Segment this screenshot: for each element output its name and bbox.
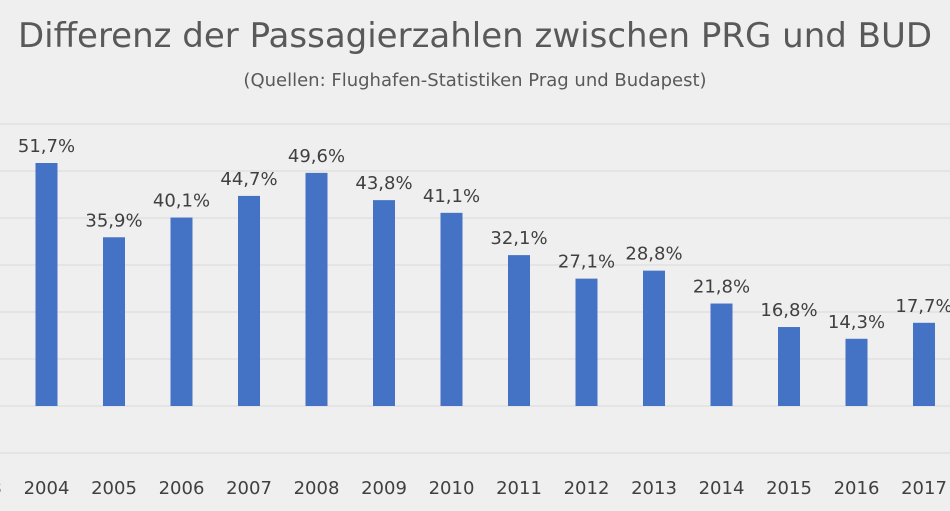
gridlines [0, 123, 950, 454]
bar-2012 [575, 278, 598, 406]
x-tick-2008: 2008 [294, 478, 340, 499]
x-tick-2009: 2009 [361, 478, 407, 499]
bar-2011 [508, 255, 530, 406]
data-label-2007: 44,7% [220, 169, 277, 190]
bar-2007 [238, 195, 260, 406]
x-tick-2017: 2017 [901, 478, 947, 499]
x-tick-2006: 2006 [159, 478, 205, 499]
bars [35, 163, 935, 406]
bar-2006 [170, 217, 193, 406]
data-label-2008: 49,6% [288, 146, 345, 167]
x-tick-2012: 2012 [564, 478, 610, 499]
data-label-2009: 43,8% [355, 173, 412, 194]
bar-2008 [305, 172, 328, 406]
bar-2005 [103, 237, 125, 406]
x-axis-ticks: 2003 2004 2005 2006 2007 2008 2009 2010 2011 2012… [0, 478, 947, 499]
bar-2009 [373, 200, 395, 406]
bar-2015 [778, 327, 800, 406]
data-label-2011: 32,1% [490, 228, 547, 249]
x-tick-2013: 2013 [631, 478, 677, 499]
x-tick-2005: 2005 [91, 478, 137, 499]
data-label-2004: 51,7% [18, 136, 75, 157]
chart-subtitle: (Quellen: Flughafen-Statistiken Prag und… [243, 70, 707, 91]
data-labels: …%51,7%35,9%40,1%44,7%49,6%43,8%41,1%32,… [18, 136, 950, 333]
data-label-2016: 14,3% [828, 312, 885, 333]
data-label-2017: 17,7% [895, 296, 950, 317]
bar-2014 [710, 303, 733, 406]
data-label-2006: 40,1% [153, 191, 210, 212]
bar-2004 [35, 163, 58, 406]
x-tick-2004: 2004 [24, 478, 70, 499]
bar-2017 [913, 322, 935, 406]
bar-2010 [440, 212, 463, 406]
x-tick-2010: 2010 [429, 478, 475, 499]
data-label-2013: 28,8% [625, 244, 682, 265]
x-tick-2014: 2014 [699, 478, 745, 499]
x-tick-2011: 2011 [496, 478, 542, 499]
chart-title: Differenz der Passagierzahlen zwischen P… [17, 16, 933, 56]
x-tick-2007: 2007 [226, 478, 272, 499]
x-tick-2015: 2015 [766, 478, 812, 499]
x-tick-2016: 2016 [834, 478, 880, 499]
data-label-2010: 41,1% [423, 186, 480, 207]
bar-2013 [643, 270, 665, 406]
bar-2016 [845, 338, 868, 406]
data-label-2015: 16,8% [760, 300, 817, 321]
data-label-2005: 35,9% [85, 210, 142, 231]
x-tick-2003: 2003 [0, 478, 2, 499]
data-label-2014: 21,8% [693, 277, 750, 298]
data-label-2012: 27,1% [558, 252, 615, 273]
